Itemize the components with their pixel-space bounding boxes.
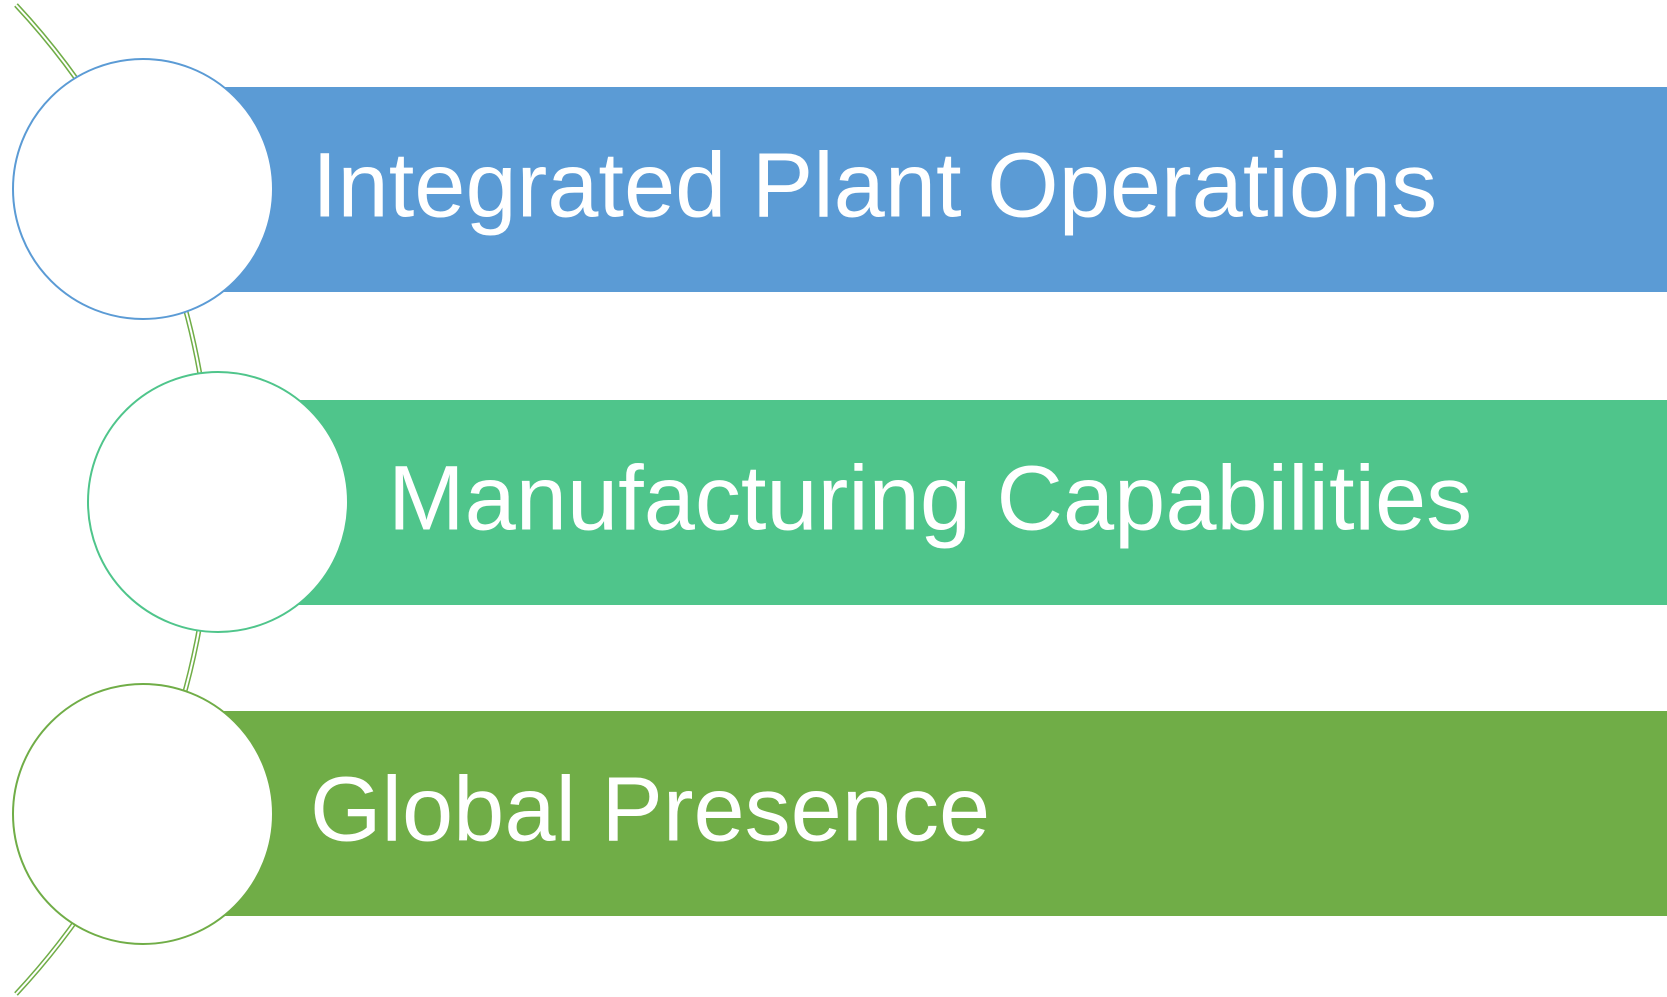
item-circle — [87, 371, 349, 633]
item-circle — [12, 683, 274, 945]
item-label: Manufacturing Capabilities — [388, 447, 1472, 549]
item-bar — [218, 400, 1667, 605]
item-circle — [12, 58, 274, 320]
item-label: Global Presence — [310, 758, 990, 860]
item-bar — [143, 711, 1667, 916]
item-label: Integrated Plant Operations — [312, 134, 1437, 236]
item-bar — [143, 87, 1667, 292]
